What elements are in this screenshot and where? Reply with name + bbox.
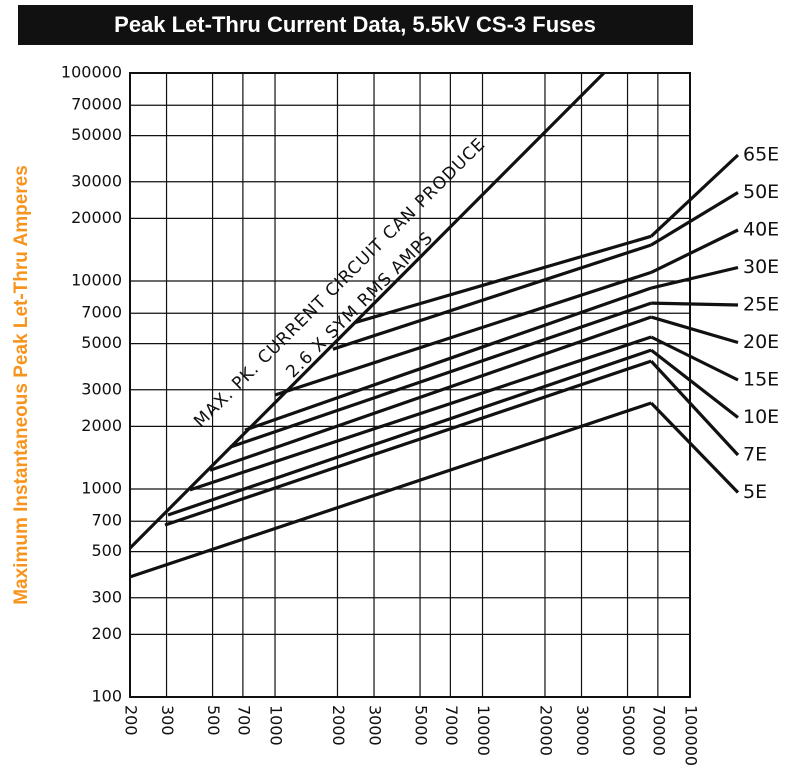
x-tick-label: 300	[158, 705, 177, 736]
legend-label: 40E	[743, 219, 779, 241]
y-tick-label: 500	[91, 541, 122, 560]
fuse-curve	[244, 286, 652, 432]
leader-line	[650, 335, 739, 382]
leader-line	[650, 191, 739, 247]
legend-label: 50E	[743, 181, 779, 203]
x-tick-label: 50000	[619, 705, 638, 756]
y-tick-label: 10000	[71, 271, 122, 290]
title-bar	[18, 5, 693, 45]
fuse-curve	[354, 234, 652, 325]
legend-label: 5E	[743, 481, 767, 503]
fuse-curve	[167, 348, 652, 517]
x-tick-label: 5000	[412, 705, 431, 746]
y-tick-label: 1000	[81, 479, 122, 498]
y-tick-label: 2000	[81, 416, 122, 435]
fuse-curve	[229, 301, 652, 449]
max-current-line	[128, 71, 606, 550]
legend-label: 20E	[743, 331, 779, 353]
x-tick-label: 2000	[329, 705, 348, 746]
y-tick-label: 300	[91, 587, 122, 606]
x-tick-label: 100000	[682, 705, 701, 766]
y-tick-label: 100	[91, 687, 122, 706]
x-tick-label: 7000	[442, 705, 461, 746]
y-tick-label: 7000	[81, 303, 122, 322]
x-tick-label: 500	[204, 705, 223, 736]
legend-label: 10E	[743, 406, 779, 428]
fuse-curve	[189, 335, 652, 492]
leader-line	[650, 315, 739, 345]
fuse-curve	[209, 315, 652, 472]
y-tick-label: 700	[91, 511, 122, 530]
x-tick-label: 20000	[536, 705, 555, 756]
y-tick-label: 3000	[81, 379, 122, 398]
y-tick-label: 5000	[81, 333, 122, 352]
chart-title: Peak Let-Thru Current Data, 5.5kV CS-3 F…	[114, 12, 596, 37]
y-axis-label: Maximum Instantaneous Peak Let-Thru Ampe…	[11, 165, 32, 605]
y-tick-label: 200	[91, 624, 122, 643]
x-tick-label: 200	[122, 705, 141, 736]
y-tick-label: 100000	[61, 63, 122, 82]
fuse-curve	[129, 401, 652, 579]
legend-label: 15E	[743, 369, 779, 391]
leader-line	[650, 153, 740, 238]
x-tick-label: 30000	[573, 705, 592, 756]
x-tick-label: 1000	[267, 705, 286, 746]
leader-line	[651, 301, 739, 307]
leader-line	[650, 360, 740, 457]
x-tick-label: 700	[234, 705, 253, 736]
y-tick-label: 50000	[71, 125, 122, 144]
leader-line	[650, 228, 739, 274]
x-tick-label: 70000	[649, 705, 668, 756]
y-tick-label: 70000	[71, 95, 122, 114]
legend-label: 25E	[743, 294, 779, 316]
x-tick-label: 3000	[366, 705, 385, 746]
fuse-curve	[164, 359, 652, 527]
leader-line	[650, 401, 740, 494]
fuse-curve	[332, 243, 652, 351]
y-tick-label: 30000	[71, 171, 122, 190]
leader-line	[650, 348, 739, 419]
y-tick-label: 20000	[71, 208, 122, 227]
legend-label: 7E	[743, 444, 767, 466]
legend-label: 65E	[743, 144, 779, 166]
leader-line	[650, 265, 739, 290]
legend-label: 30E	[743, 256, 779, 278]
fuse-curve	[274, 270, 652, 397]
x-tick-label: 10000	[474, 705, 493, 756]
